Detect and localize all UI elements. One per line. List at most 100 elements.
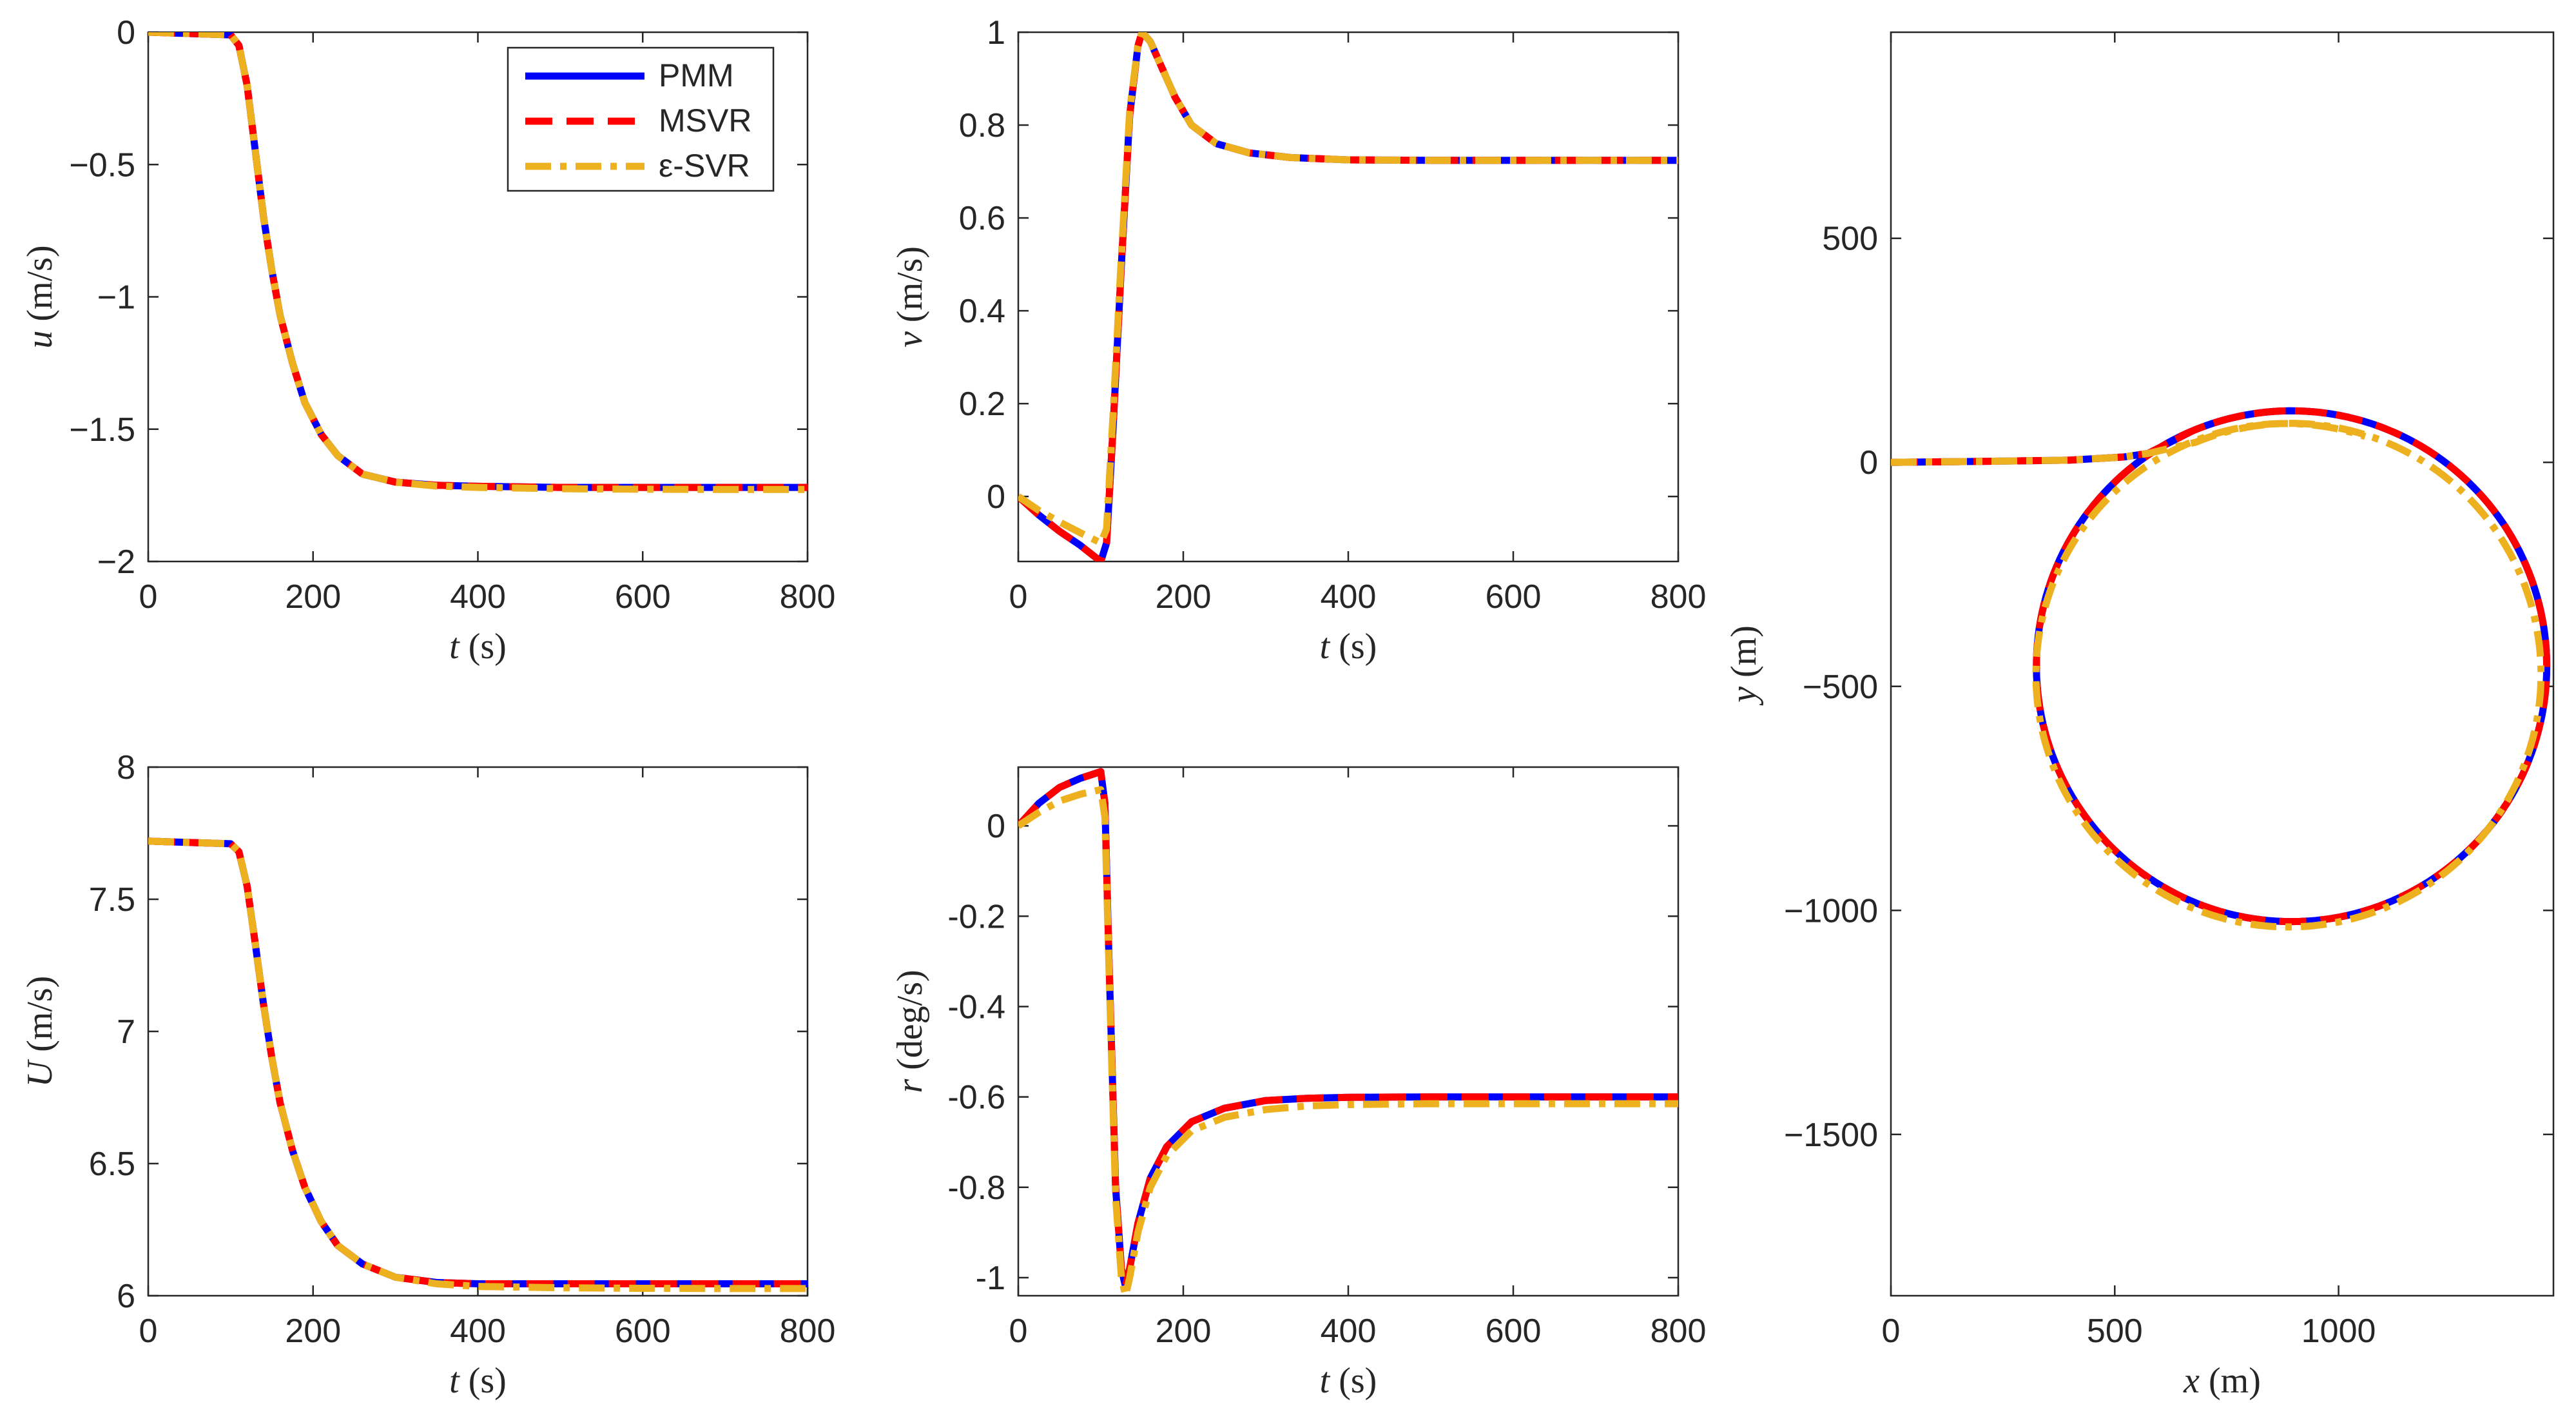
x-axis-label-var: t: [1320, 1361, 1331, 1401]
x-tick-label-r: 0: [1009, 1312, 1028, 1350]
x-axis-label-var: x: [2183, 1361, 2200, 1401]
x-axis-label-var: t: [449, 627, 460, 667]
y-axis-label-unit: (m): [1724, 625, 1764, 687]
y-tick-label-U: 7: [117, 1013, 135, 1051]
x-axis-label-var: t: [449, 1361, 460, 1401]
x-axis-label-unit: (m): [2200, 1361, 2261, 1401]
x-axis-label-unit: (s): [1330, 1361, 1377, 1401]
legend: PMM MSVR ε-SVR: [507, 46, 775, 192]
x-tick-label-U: 200: [285, 1312, 341, 1350]
y-axis-label-r: r (deg/s): [890, 970, 930, 1093]
y-axis-label-var: y: [1724, 687, 1764, 706]
x-axis-label-unit: (s): [460, 1361, 507, 1401]
y-tick-label-xy: −500: [1803, 668, 1878, 706]
x-tick-label-u: 400: [450, 578, 506, 616]
y-axis-label-unit: (m/s): [20, 245, 60, 330]
x-axis-label-U: t (s): [449, 1361, 507, 1401]
panel-r: 0 200 400 600 800 0 -0.2 -0.4 -0.6 -0.8 -1 t (s) r (…: [890, 766, 1707, 1401]
series-line-msvr-xy: [1891, 407, 2551, 926]
x-tick-label-v: 400: [1321, 578, 1377, 616]
panel-U: 0 200 400 600 800 8 7.5 7 6.5 6 t (s) U (m/s): [20, 749, 835, 1401]
y-tick-label-v: 0: [987, 478, 1005, 516]
y-tick-label-xy: 0: [1859, 444, 1878, 482]
y-axis-label-var: r: [890, 1079, 930, 1093]
legend-label-pmm: PMM: [659, 57, 734, 93]
x-axis-label-r: t (s): [1320, 1361, 1377, 1401]
y-tick-label-v: 0.2: [959, 385, 1005, 423]
series-line-eps-svr-u: [148, 32, 808, 493]
y-tick-label-r: -1: [976, 1260, 1005, 1297]
y-tick-label-r: -0.2: [947, 898, 1005, 935]
x-axis-label-v: t (s): [1320, 627, 1377, 667]
series-line-eps-svr-r: [1018, 786, 1678, 1296]
x-axis-label-u: t (s): [449, 627, 507, 667]
x-tick-label-r: 400: [1321, 1312, 1377, 1350]
y-axis-label-var: u: [20, 331, 60, 349]
x-tick-label-U: 600: [615, 1312, 671, 1350]
y-tick-label-U: 8: [117, 749, 135, 786]
axes-box-xy: [1890, 31, 2555, 1297]
y-tick-label-xy: 500: [1822, 220, 1878, 258]
y-tick-label-xy: −1000: [1784, 892, 1878, 930]
y-tick-label-u: −1.5: [69, 411, 135, 449]
y-tick-label-r: 0: [987, 808, 1005, 845]
y-axis-label-unit: (deg/s): [890, 970, 930, 1079]
y-tick-label-r: -0.8: [947, 1169, 1005, 1207]
series-group-r: [1018, 768, 1678, 1296]
y-axis-label-unit: (m/s): [890, 246, 930, 331]
y-tick-label-U: 6: [117, 1278, 135, 1315]
x-tick-label-v: 800: [1651, 578, 1707, 616]
series-group-v: [1018, 32, 1678, 561]
y-tick-label-v: 0.6: [959, 200, 1005, 237]
series-group-u: [148, 32, 808, 493]
x-tick-label-v: 600: [1486, 578, 1542, 616]
y-axis-label-U: U (m/s): [20, 976, 60, 1088]
x-tick-label-v: 200: [1156, 578, 1212, 616]
y-tick-label-u: −1: [97, 279, 135, 317]
y-axis-label-var: U: [20, 1058, 60, 1087]
y-tick-label-u: 0: [117, 14, 135, 52]
series-group-U: [148, 837, 808, 1292]
y-tick-label-U: 6.5: [89, 1146, 135, 1183]
y-tick-label-v: 0.4: [959, 293, 1005, 330]
y-tick-label-v: 0.8: [959, 107, 1005, 144]
y-tick-label-r: -0.4: [947, 988, 1005, 1026]
y-tick-label-u: −2: [97, 543, 135, 581]
y-axis-label-v: v (m/s): [890, 246, 930, 347]
x-tick-label-xy: 500: [2087, 1312, 2143, 1350]
panel-v: 0 200 400 600 800 0 0.2 0.4 0.6 0.8 1 t (s) v (m/s): [890, 14, 1706, 667]
series-line-eps-svr-v: [1018, 32, 1678, 547]
legend-label-esvr: ε-SVR: [659, 148, 750, 184]
x-axis-label-var: t: [1320, 627, 1331, 667]
x-tick-label-u: 0: [139, 578, 158, 616]
x-tick-label-U: 400: [450, 1312, 506, 1350]
y-tick-label-xy: −1500: [1784, 1117, 1878, 1154]
legend-label-msvr: MSVR: [659, 102, 751, 139]
y-tick-label-U: 7.5: [89, 881, 135, 919]
x-tick-label-xy: 1000: [2301, 1312, 2376, 1350]
x-tick-label-xy: 0: [1882, 1312, 1901, 1350]
x-tick-label-u: 800: [780, 578, 836, 616]
series-line-msvr-v: [1018, 32, 1678, 561]
y-axis-label-unit: (m/s): [20, 976, 60, 1061]
x-tick-label-r: 800: [1651, 1312, 1707, 1350]
y-axis-label-var: v: [890, 331, 930, 347]
y-tick-label-r: -0.6: [947, 1079, 1005, 1117]
series-line-eps-svr-xy: [1891, 420, 2545, 931]
x-axis-label-unit: (s): [460, 627, 507, 667]
x-tick-label-u: 200: [285, 578, 341, 616]
panel-u: 0 200 400 600 800 0 −0.5 −1 −1.5 −2 t (s) u (m/s): [20, 14, 835, 667]
series-group-xy: [1891, 407, 2551, 931]
x-tick-label-u: 600: [615, 578, 671, 616]
y-axis-label-xy: y (m): [1724, 625, 1764, 706]
y-axis-label-u: u (m/s): [20, 245, 60, 348]
series-line-eps-svr-U: [148, 837, 808, 1292]
x-tick-label-v: 0: [1009, 578, 1028, 616]
x-tick-label-r: 600: [1486, 1312, 1542, 1350]
x-axis-label-xy: x (m): [2183, 1361, 2261, 1401]
x-axis-label-unit: (s): [1330, 627, 1377, 667]
x-tick-label-U: 0: [139, 1312, 158, 1350]
